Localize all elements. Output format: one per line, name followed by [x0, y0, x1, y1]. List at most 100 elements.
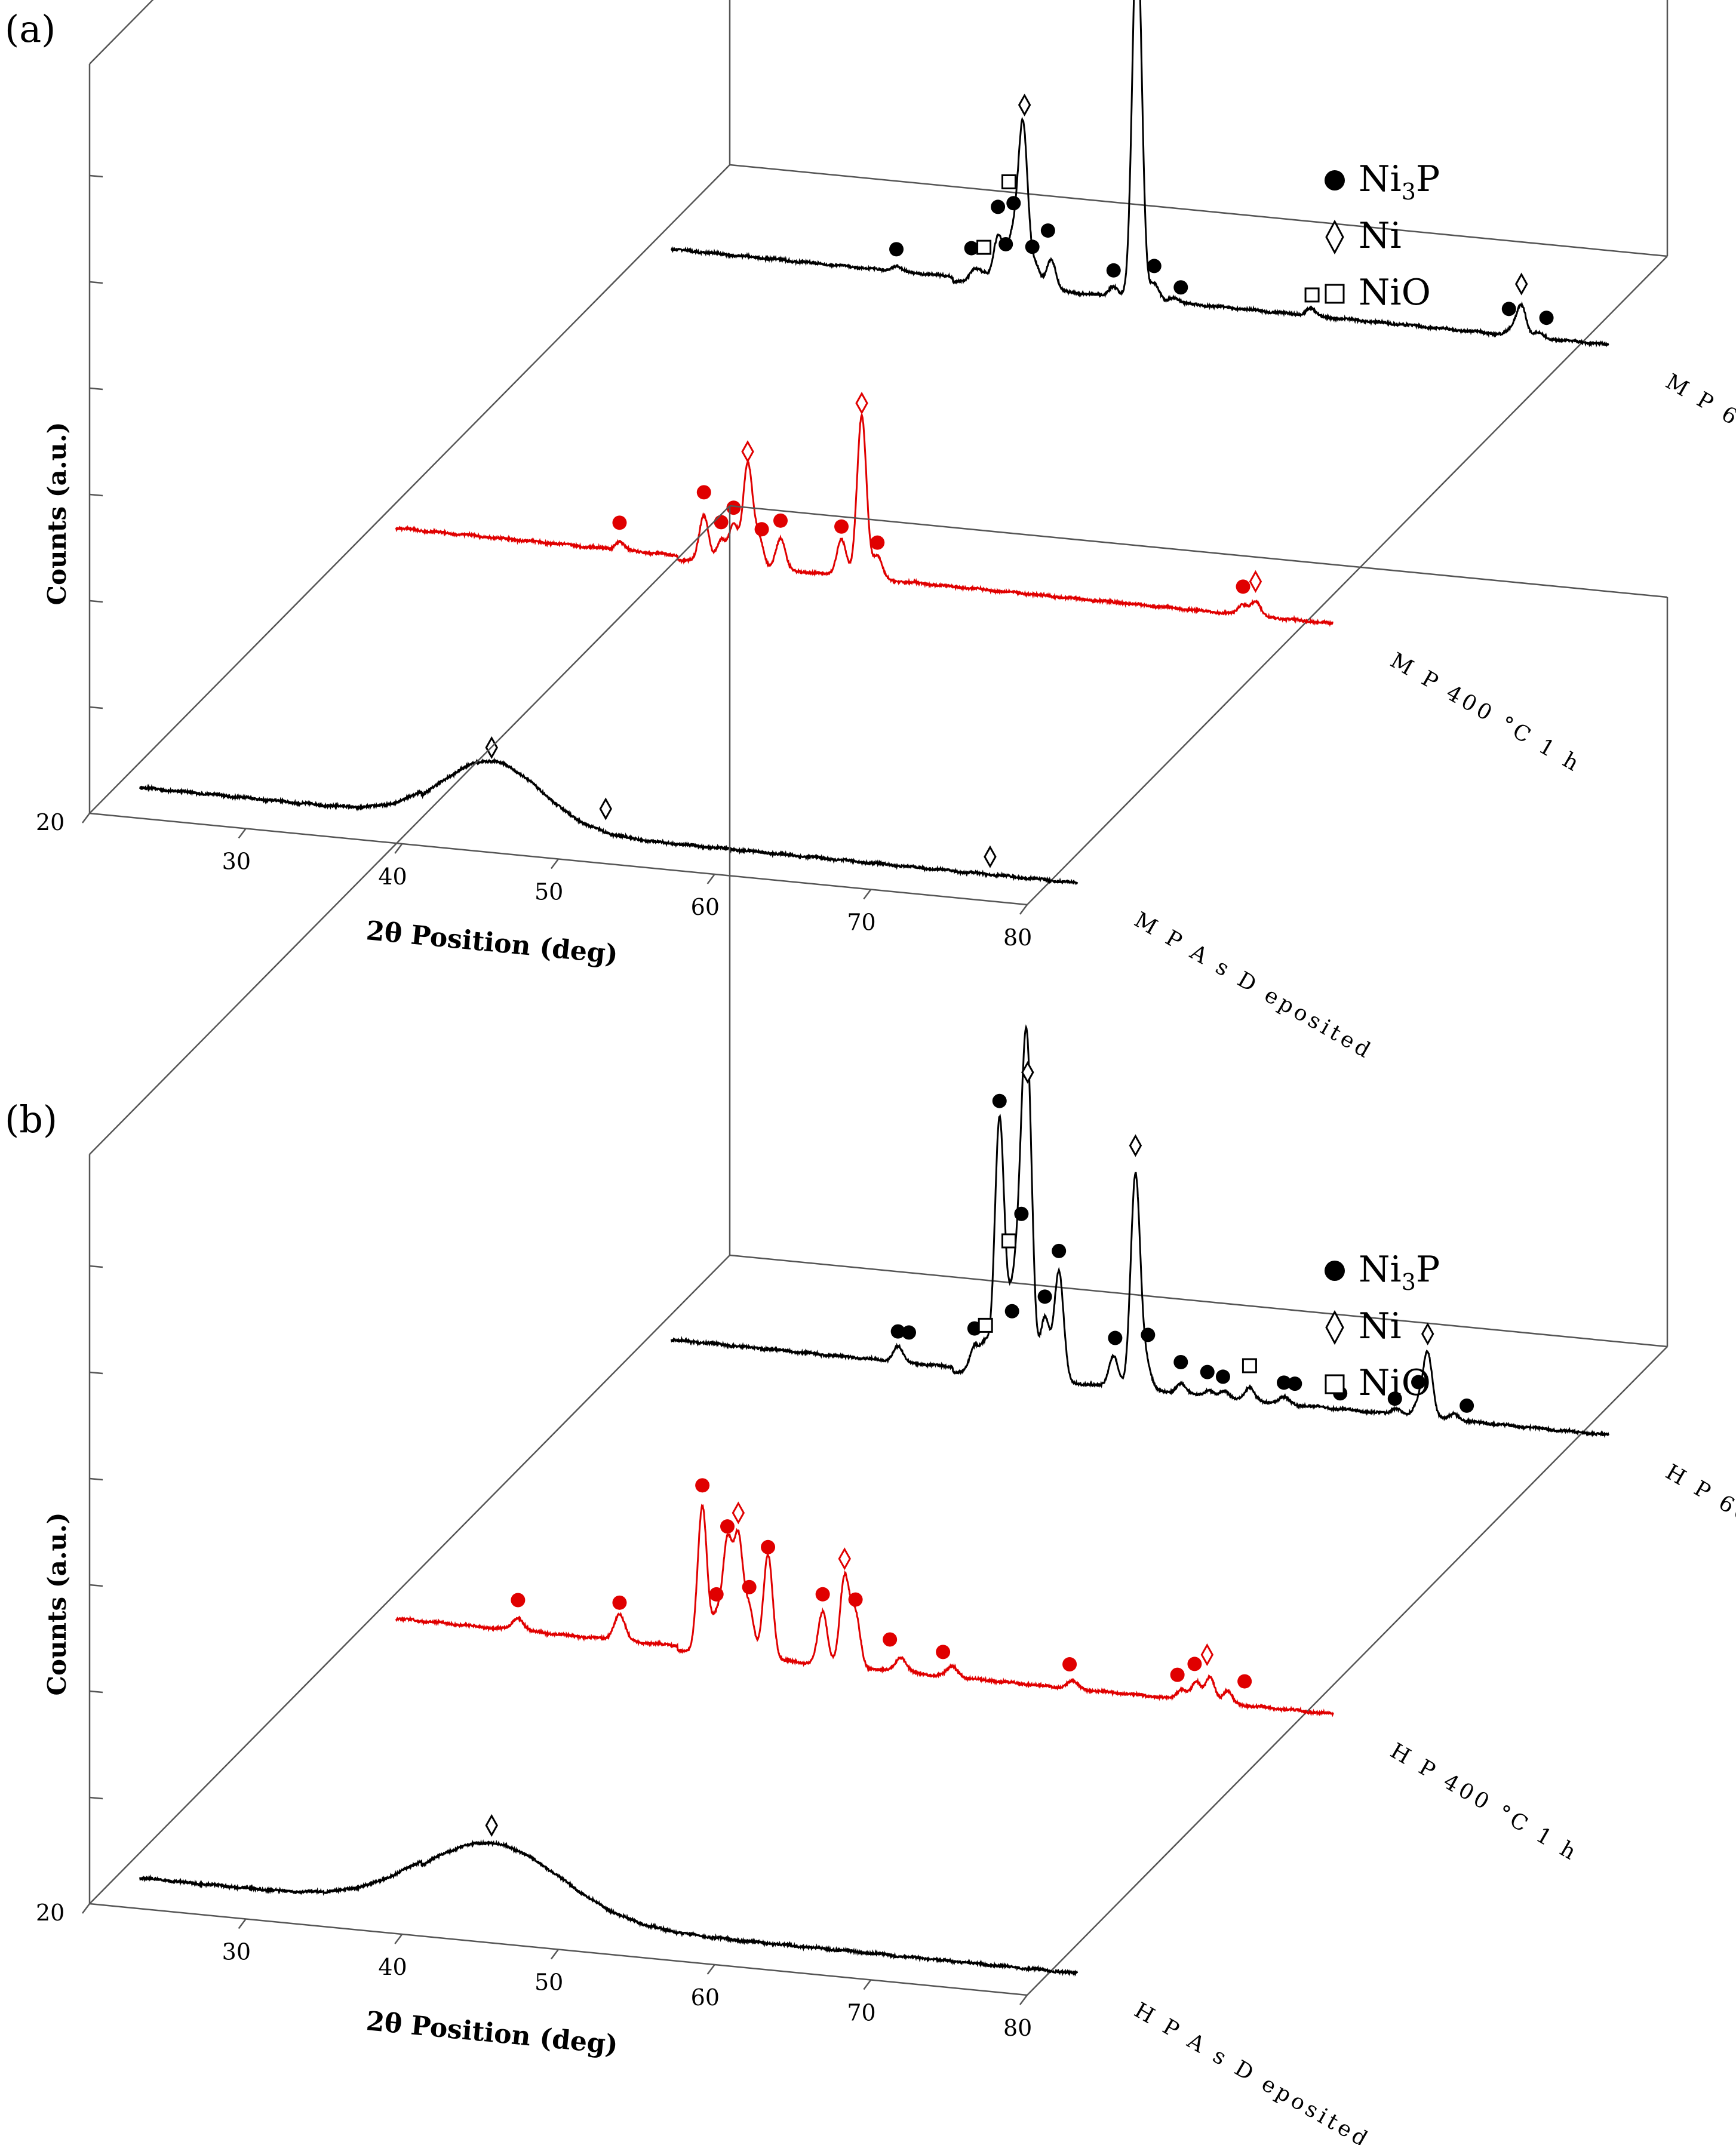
x-tick [82, 1903, 90, 1914]
legend-label: NiO [1359, 1362, 1431, 1404]
ni3p-marker [1501, 302, 1516, 316]
x-tick [238, 828, 247, 839]
x-tick [863, 889, 872, 900]
ni3p-marker [1276, 1375, 1291, 1390]
ni3p-marker [1141, 1327, 1156, 1342]
series-1: M P 400 °C 1 h [395, 392, 1586, 778]
x-tick-label: 60 [691, 894, 720, 920]
legend-label-main: Ni [1359, 1305, 1402, 1347]
ni3p-marker [883, 1632, 898, 1647]
legend-nio-icon [1325, 1374, 1345, 1394]
ni3p-marker [964, 241, 979, 256]
x-tick-label: 40 [378, 863, 407, 890]
legend-label-main: Ni [1359, 215, 1402, 257]
ni3p-marker [612, 1595, 627, 1610]
x-tick [551, 858, 559, 869]
x-tick [1019, 1995, 1028, 2005]
panel-group: (a) 20 30 40 50 60 70 80 2θ Position (deg) Counts… [5, 0, 1736, 1065]
ni-marker [732, 1501, 745, 1525]
series-1: H P 400 °C 1 h [395, 1478, 1583, 1867]
series-line [395, 412, 1334, 627]
legend-label: Ni [1359, 1305, 1402, 1347]
x-tick-label: 60 [691, 1984, 720, 2011]
ni3p-marker [1004, 1304, 1019, 1319]
x-tick [238, 1918, 247, 1929]
back-floor [729, 1254, 1668, 1348]
panel-group: (b) 20 30 40 50 60 70 80 2θ Position (deg) Counts… [5, 505, 1736, 2145]
ni-marker [741, 440, 754, 463]
side-wall-top [89, 0, 154, 64]
nio-marker [1001, 1233, 1016, 1249]
y-tick [89, 1584, 103, 1587]
ni3p-marker [720, 1519, 735, 1534]
ni-marker [1249, 570, 1262, 593]
legend-label: Ni [1359, 215, 1402, 257]
back-floor [729, 164, 1668, 257]
nio-marker [978, 1317, 993, 1333]
legend-ni-icon [1325, 1310, 1344, 1345]
panel-b: (b) 20 30 40 50 60 70 80 2θ Position (deg) Counts… [5, 505, 1736, 2145]
ni3p-marker [511, 1593, 526, 1608]
y-tick [89, 1265, 103, 1268]
ni3p-marker [834, 519, 849, 534]
ni3p-marker [1288, 1376, 1302, 1391]
ni3p-marker [890, 1324, 905, 1339]
x-tick [82, 813, 90, 823]
ni3p-marker [1237, 1674, 1252, 1689]
ni3p-marker [773, 513, 788, 528]
ni3p-marker [901, 1325, 916, 1340]
panel-a: (a) 20 30 40 50 60 70 80 2θ Position (deg) Counts… [5, 0, 1736, 1065]
ni3p-marker [1187, 1657, 1202, 1671]
side-wall-top [89, 505, 730, 1155]
axes-box [82, 0, 1669, 915]
ni-marker [599, 797, 612, 820]
x-tick-label: 80 [1003, 2015, 1032, 2041]
series-line [395, 1504, 1334, 1717]
ni-marker [838, 1547, 852, 1571]
legend-label-main: Ni [1359, 1249, 1402, 1290]
x-tick [1019, 904, 1028, 915]
series-2: H P 600 °C 1 h [670, 1024, 1736, 1588]
ni3p-marker [1170, 1667, 1185, 1682]
nio-marker [1304, 287, 1320, 303]
x-tick-label: 20 [36, 1900, 64, 1926]
x-tick-label: 80 [1003, 924, 1032, 951]
ni3p-marker [1200, 1365, 1215, 1379]
ni3p-marker [761, 1539, 776, 1554]
ni3p-marker [1014, 1206, 1029, 1221]
y-tick [89, 1477, 103, 1481]
depth-axis-right [1027, 1346, 1668, 1996]
series-line [139, 757, 1079, 886]
ni3p-marker [1173, 280, 1188, 295]
legend-label: NiO [1359, 272, 1431, 314]
legend-label-main: Ni [1359, 158, 1402, 200]
ni-marker [1421, 1322, 1434, 1345]
ni3p-marker [991, 199, 1006, 214]
legend-label-suffix: P [1416, 1249, 1440, 1290]
legend: Ni3P Ni NiO [1325, 1249, 1440, 1404]
ni3p-marker [1108, 1330, 1123, 1345]
ni3p-marker [992, 1093, 1007, 1108]
ni3p-marker [848, 1592, 863, 1607]
ni3p-marker [612, 515, 627, 530]
legend-ni3p-icon [1325, 170, 1345, 190]
legend-label-sub: 3 [1402, 179, 1416, 205]
legend-label-sub: 3 [1402, 1269, 1416, 1295]
ni3p-marker [1411, 1375, 1426, 1390]
x-tick [394, 1934, 403, 1944]
y-tick [89, 1796, 103, 1800]
ni3p-marker [714, 515, 729, 530]
x-tick-label: 30 [222, 849, 251, 875]
x-tick-label: 50 [534, 1969, 563, 1996]
ni-marker [1514, 272, 1528, 296]
ni3p-marker [696, 485, 711, 500]
x-tick-label: 30 [222, 1939, 251, 1965]
ni3p-marker [998, 236, 1013, 251]
y-tick [89, 387, 103, 391]
ni3p-marker [754, 522, 769, 537]
series-label: M P 400 °C 1 h [1386, 649, 1586, 778]
ni-marker [485, 1814, 498, 1837]
ni3p-marker [1106, 263, 1121, 278]
legend-ni-icon [1325, 219, 1344, 255]
